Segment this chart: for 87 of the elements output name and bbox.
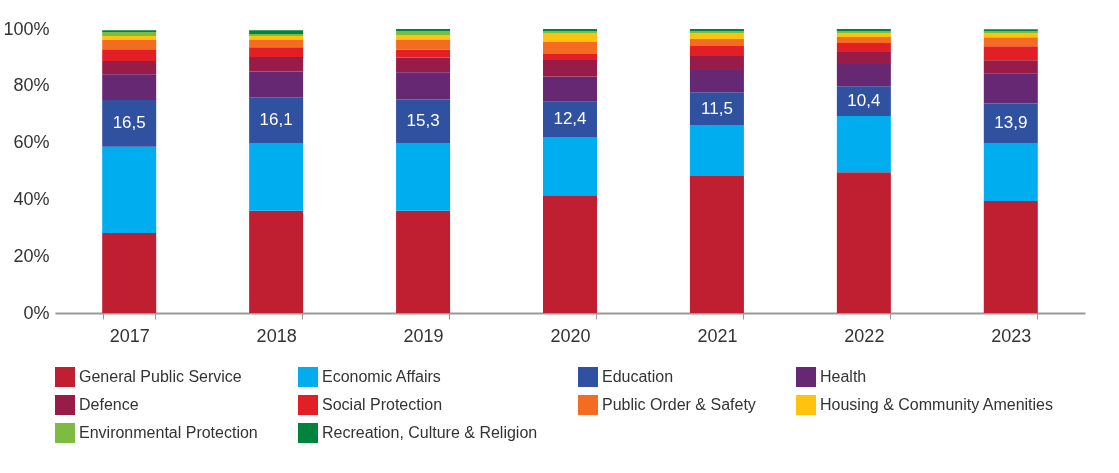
bar (983, 142, 1038, 202)
data-label: 12,4 (553, 109, 587, 129)
bar (102, 49, 157, 62)
bar (102, 36, 157, 41)
bar (396, 49, 451, 58)
data-label: 10,4 (847, 91, 881, 111)
bar (249, 97, 304, 143)
bar (983, 33, 1038, 38)
x-tick-label: 2023 (991, 325, 1032, 346)
legend-label: Recreation, Culture & Religion (322, 424, 538, 441)
bar (102, 100, 157, 147)
bar (836, 52, 891, 64)
x-tick-label: 2022 (844, 325, 885, 346)
y-tick-label: 20% (13, 245, 50, 266)
legend-label: Economic Affairs (322, 368, 441, 385)
legend-label: Environmental Protection (79, 424, 258, 441)
bar (396, 40, 451, 50)
bar (836, 42, 891, 52)
bar (689, 176, 744, 313)
bar (249, 36, 304, 41)
legend-label: Defence (79, 396, 139, 413)
bar (102, 32, 157, 37)
bar (249, 71, 304, 98)
bar (102, 61, 157, 75)
bar (249, 57, 304, 72)
bar (543, 42, 597, 54)
bar (983, 46, 1038, 61)
bar (689, 124, 744, 177)
bar (836, 115, 891, 173)
data-label: 11,5 (701, 98, 733, 118)
bar (836, 172, 891, 313)
bar (249, 30, 304, 35)
bar (249, 40, 304, 48)
bar (249, 210, 304, 313)
bar (396, 30, 451, 35)
bar (249, 47, 304, 58)
legend-label: Health (820, 368, 867, 385)
x-tick-label: 2021 (697, 325, 738, 346)
y-tick-label: 40% (13, 188, 50, 209)
bar (689, 32, 744, 39)
bar (689, 55, 744, 70)
y-tick-label: 80% (13, 75, 50, 96)
bar (396, 57, 451, 73)
bar (396, 142, 451, 211)
y-tick-label: 60% (13, 132, 50, 153)
x-tick-label: 2017 (109, 325, 150, 346)
bar (689, 38, 744, 47)
bar (396, 210, 451, 313)
legend-label: General Public Service (79, 368, 242, 385)
data-label: 16,5 (112, 113, 146, 133)
x-tick-label: 2019 (403, 325, 444, 346)
bar (836, 36, 891, 43)
data-label: 15,3 (406, 111, 440, 131)
bar (102, 232, 157, 313)
bar (102, 74, 157, 100)
y-tick-label: 100% (3, 18, 50, 39)
bar (983, 73, 1038, 104)
bar (983, 37, 1038, 47)
legend-label: Education (602, 368, 674, 385)
data-label: 13,9 (994, 113, 1028, 133)
bar (396, 34, 451, 41)
legend-label: Social Protection (322, 396, 443, 413)
bar (543, 32, 597, 43)
bar (836, 63, 891, 87)
bar (102, 146, 157, 233)
bar (689, 92, 744, 125)
x-tick-label: 2020 (550, 325, 591, 346)
bar (543, 53, 597, 60)
bar (543, 136, 597, 196)
data-label: 16,1 (259, 110, 293, 130)
y-tick-label: 0% (23, 302, 50, 323)
legend-label: Housing & Community Amenities (820, 396, 1053, 413)
bar (396, 72, 451, 100)
bar (543, 195, 597, 313)
bar (983, 103, 1038, 143)
bar (543, 59, 597, 77)
bar (983, 60, 1038, 74)
bar (102, 40, 157, 50)
bar (983, 201, 1038, 313)
bar (249, 142, 304, 211)
bar (689, 69, 744, 93)
bar (396, 99, 451, 143)
legend-label: Public Order & Safety (602, 396, 756, 413)
bar (689, 46, 744, 56)
bar (543, 76, 597, 102)
bar (836, 32, 891, 37)
x-tick-label: 2018 (256, 325, 297, 346)
